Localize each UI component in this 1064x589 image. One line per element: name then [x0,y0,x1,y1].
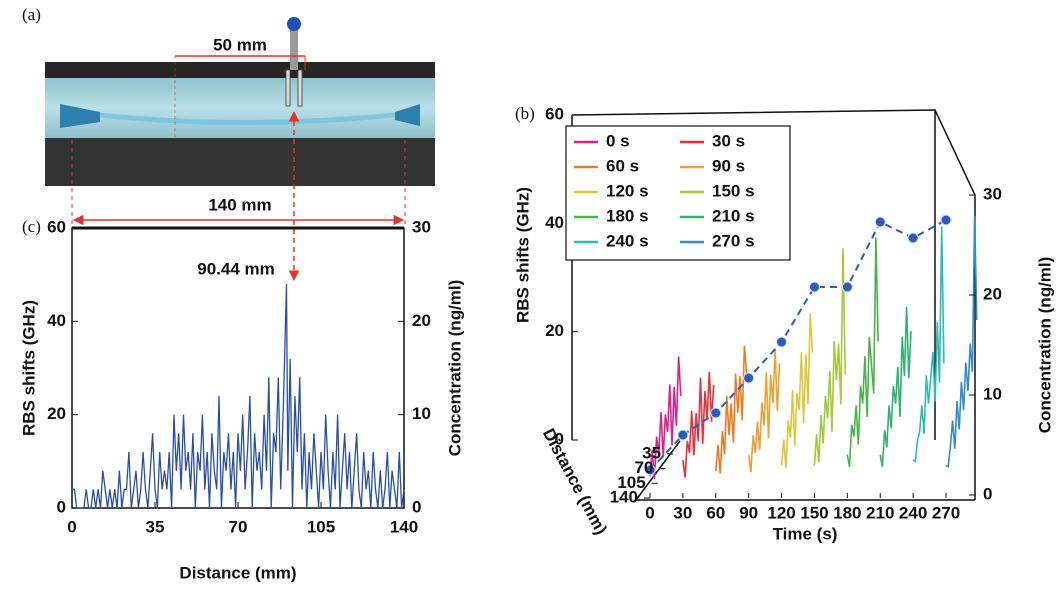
legend-label: 60 s [606,156,639,175]
concentration-point [743,372,755,384]
y-axis-title: RBS shifts (GHz) [513,187,532,323]
trace [912,226,945,463]
concentration-point [710,407,722,419]
x-tick-label: 30 [673,503,692,522]
beam [99,112,396,125]
y2-axis-title: Concentration (ng/ml) [1035,257,1054,434]
probe-head [287,17,301,31]
trace [780,313,814,468]
x-tick-label: 60 [706,503,725,522]
y2-tick-label: 10 [412,404,431,423]
legend-label: 0 s [606,131,630,150]
trace [715,345,748,474]
x-tick-label: 180 [833,503,861,522]
panel-a: (a) 50 mm 140 mm [22,5,435,282]
x-tick-label: 35 [146,517,165,536]
y-tick-label: 0 [555,429,564,448]
dimension-label: 50 mm [213,35,267,54]
probe-leg [297,69,303,107]
z-tick-label: 105 [617,473,645,492]
y-axis-title: RBS shifts (GHz) [19,300,38,436]
trace [682,371,715,478]
x-axis-title: Distance (mm) [179,563,296,582]
trace [649,356,682,479]
y2-axis-title: Concentration (ng/ml) [445,280,464,457]
y-tick-label: 0 [57,497,66,516]
frame-edge [571,109,976,500]
legend-label: 270 s [712,231,755,250]
y-tick-label: 40 [545,213,564,232]
bottom-plate [45,138,435,186]
fiber-right [395,104,420,126]
concentration-point [907,232,919,244]
concentration-point [940,214,952,226]
y-tick-label: 60 [545,104,564,123]
z-tick-label: 140 [610,487,638,506]
concentration-point [841,281,853,293]
legend-box [565,125,791,261]
x-tick-label: 0 [645,503,654,522]
y2-tick-label: 30 [983,184,1002,203]
z-tick-label: 35 [642,443,661,462]
y-tick-label: 60 [47,217,66,236]
x-tick-label: 90 [739,503,758,522]
dimension-label: 140 mm [208,195,271,214]
concentration-point [776,336,788,348]
y-tick-label: 20 [545,321,564,340]
legend-label: 210 s [712,206,755,225]
x-tick-label: 70 [229,517,248,536]
concentration-line [649,219,947,471]
y2-tick-label: 20 [983,284,1002,303]
y2-tick-label: 10 [983,384,1002,403]
x-tick-label: 140 [390,517,418,536]
x-tick-label: 120 [767,503,795,522]
trace [945,215,978,468]
concentration-point [874,216,886,228]
panel-label: (c) [22,217,41,236]
probe-leg [285,69,291,107]
panel-label: (a) [22,5,41,24]
y-tick-label: 20 [47,404,66,423]
y-tick-label: 40 [47,311,66,330]
y2-tick-label: 0 [412,497,421,516]
x-tick-label: 240 [899,503,927,522]
probe [290,30,298,70]
y2-tick-label: 20 [412,311,431,330]
legend-label: 30 s [712,131,745,150]
y2-tick-label: 30 [412,217,431,236]
concentration-point [808,281,820,293]
annotation: 90.44 mm [197,259,275,278]
legend-label: 150 s [712,181,755,200]
fiber-left [60,104,100,128]
y2-tick-label: 0 [983,484,992,503]
x-tick-label: 105 [307,517,335,536]
legend-label: 180 s [606,206,649,225]
channel [45,78,435,138]
top-plate [45,62,435,78]
legend-label: 120 s [606,181,649,200]
trace [747,350,781,473]
concentration-point [644,464,656,476]
data-line [72,283,405,509]
x-tick-label: 0 [67,517,76,536]
panel-label: (b) [515,104,535,123]
x-axis-title: Time (s) [773,524,838,543]
z-tick-label: 70 [634,458,653,477]
x-tick-label: 150 [800,503,828,522]
legend-label: 90 s [712,156,745,175]
x-tick-label: 210 [866,503,894,522]
trace [879,306,912,467]
frame-edge [635,440,681,501]
trace [813,248,846,466]
legend-label: 240 s [606,231,649,250]
x-tick-label: 270 [932,503,960,522]
trace [846,237,879,467]
z-axis-title: Distance (mm) [539,425,611,537]
concentration-point [677,429,689,441]
